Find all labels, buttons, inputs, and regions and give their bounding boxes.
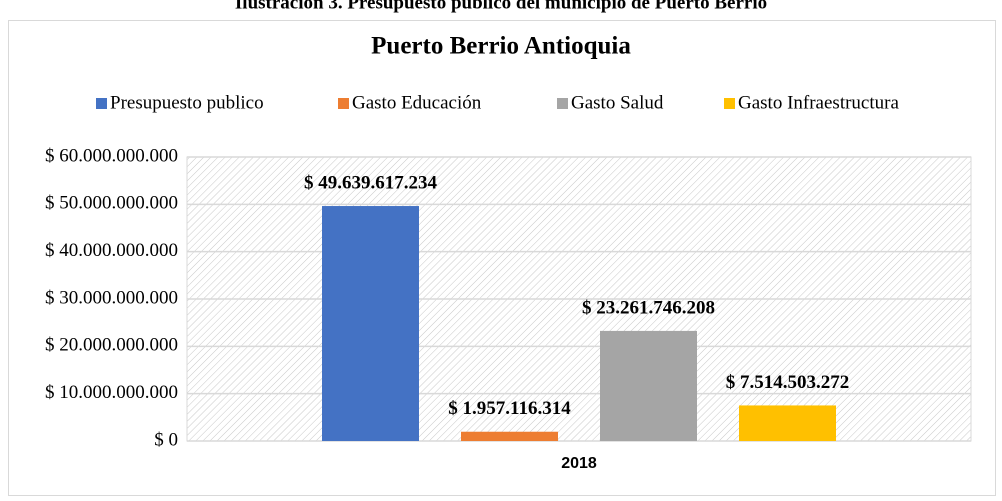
caption: Ilustración 3. Presupuesto publico del m… xyxy=(235,0,767,13)
y-tick-label: $ 40.000.000.000 xyxy=(45,240,178,261)
y-tick-label: $ 20.000.000.000 xyxy=(45,335,178,356)
chart-border xyxy=(8,20,996,496)
value-label: $ 7.514.503.272 xyxy=(726,372,850,393)
legend-label: Gasto Infraestructura xyxy=(738,92,899,113)
value-label: $ 1.957.116.314 xyxy=(448,398,571,419)
value-label: $ 23.261.746.208 xyxy=(582,297,715,318)
bar xyxy=(600,330,697,441)
bar xyxy=(322,206,419,441)
y-tick-label: $ 0 xyxy=(154,429,178,450)
legend-label: Presupuesto publico xyxy=(110,92,264,113)
legend-label: Gasto Salud xyxy=(571,92,664,113)
y-tick-label: $ 30.000.000.000 xyxy=(45,287,178,308)
legend-label: Gasto Educación xyxy=(352,92,482,113)
y-tick-label: $ 60.000.000.000 xyxy=(45,145,178,166)
legend-swatch xyxy=(724,98,735,109)
value-label: $ 49.639.617.234 xyxy=(304,172,438,193)
legend-swatch xyxy=(557,98,568,109)
legend-swatch xyxy=(96,98,107,109)
y-tick-label: $ 10.000.000.000 xyxy=(45,382,178,403)
legend-swatch xyxy=(338,98,349,109)
bar xyxy=(739,405,836,441)
x-tick-label: 2018 xyxy=(561,455,597,472)
chart-title: Puerto Berrio Antioquia xyxy=(371,33,631,60)
bar xyxy=(461,431,558,441)
y-tick-label: $ 50.000.000.000 xyxy=(45,193,178,214)
